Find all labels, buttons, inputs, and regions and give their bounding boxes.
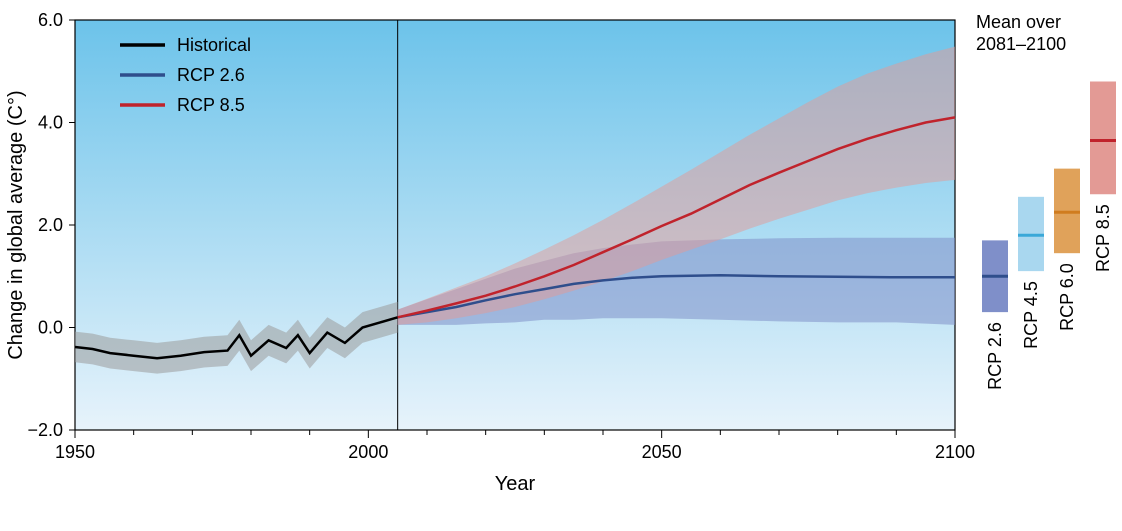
climate-chart: 1950 2000 2050 2100 −2.0 0.0 2.0 4.0 6.0 Change… [0, 0, 1122, 531]
x-tick-label: 2050 [642, 442, 682, 462]
x-tick-label: 2000 [348, 442, 388, 462]
sidebar-bar-label: RCP 2.6 [985, 322, 1005, 390]
y-tick-label: 0.0 [38, 318, 63, 338]
y-tick-label: 6.0 [38, 10, 63, 30]
sidebar-bars: RCP 2.6 RCP 4.5 RCP 6.0 RCP 8.5 [982, 82, 1116, 390]
legend-label: RCP 8.5 [177, 95, 245, 115]
sidebar-bar-label: RCP 6.0 [1057, 263, 1077, 331]
y-tick-label: 2.0 [38, 215, 63, 235]
sidebar-title-line1: Mean over [976, 12, 1061, 32]
y-axis-label: Change in global average (C°) [5, 90, 27, 359]
x-tick-label: 2100 [935, 442, 975, 462]
sidebar-title-line2: 2081–2100 [976, 34, 1066, 54]
y-tick-label: 4.0 [38, 113, 63, 133]
legend-label: RCP 2.6 [177, 65, 245, 85]
y-axis-ticks: −2.0 0.0 2.0 4.0 6.0 [27, 10, 75, 440]
y-tick-label: −2.0 [27, 420, 63, 440]
sidebar-bar-label: RCP 8.5 [1093, 204, 1113, 272]
sidebar-bar-label: RCP 4.5 [1021, 281, 1041, 349]
sidebar-bar [1090, 82, 1116, 195]
x-axis-ticks: 1950 2000 2050 2100 [55, 430, 975, 462]
x-tick-label: 1950 [55, 442, 95, 462]
legend-label: Historical [177, 35, 251, 55]
x-axis-label: Year [495, 473, 536, 495]
